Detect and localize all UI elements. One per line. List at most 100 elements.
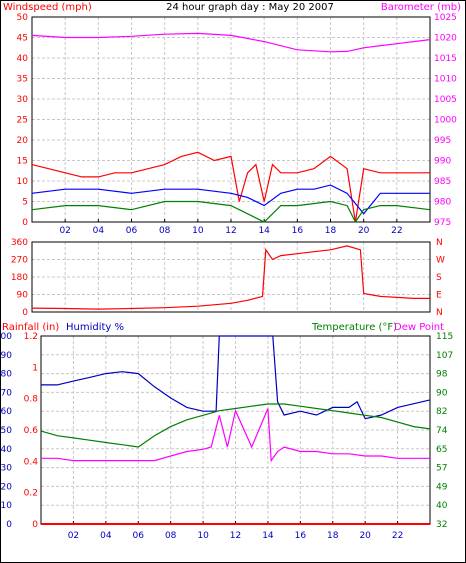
chart1-y-right-tick: 995 xyxy=(434,136,451,146)
chart2-series-direction xyxy=(31,245,430,310)
chart3-rain-tick: 0.6 xyxy=(24,426,39,436)
chart1-y-left-tick: 40 xyxy=(17,54,29,64)
chart3-temp-tick: 107 xyxy=(436,351,453,361)
chart2-y-left-tick: 360 xyxy=(11,238,28,248)
chart3-temp-tick: 82 xyxy=(436,407,447,417)
chart3-ylabel-dewpoint: Dew Point xyxy=(394,322,444,333)
chart3-x-tick: 02 xyxy=(68,531,79,541)
chart3-series-humidity xyxy=(41,335,431,420)
chart3-humidity-tick: 20 xyxy=(1,482,13,492)
chart1-y-right-tick: 1005 xyxy=(434,95,457,105)
chart3-humidity-tick: 10 xyxy=(1,501,13,511)
chart3-x-tick: 16 xyxy=(295,531,307,541)
chart1-y-right-tick: 1020 xyxy=(434,34,457,44)
chart2-y-right-tick: W xyxy=(436,256,445,266)
chart1-y-right-tick: 985 xyxy=(434,177,451,187)
chart1-y-right-tick: 1025 xyxy=(434,13,457,23)
chart1-y-left-tick: 15 xyxy=(17,157,28,167)
chart3-temp-tick: 98 xyxy=(436,370,448,380)
chart1-x-tick: 16 xyxy=(292,226,304,236)
chart3-humidity-tick: 0 xyxy=(6,520,12,530)
chart3-humidity-tick: 80 xyxy=(1,370,13,380)
chart3-temp-tick: 65 xyxy=(436,445,447,455)
chart1-y-right-tick: 1010 xyxy=(434,75,457,85)
chart1-y-left-tick: 35 xyxy=(17,75,28,85)
chart3-x-tick: 14 xyxy=(262,531,274,541)
chart3-rain-tick: 1 xyxy=(32,363,38,373)
chart3-x-tick: 22 xyxy=(392,531,403,541)
chart3-rain-tick: 1.2 xyxy=(24,332,38,342)
chart3-temp-tick: 90 xyxy=(436,388,448,398)
chart1-y-right-tick: 1015 xyxy=(434,54,457,64)
chart1-x-tick: 14 xyxy=(258,226,270,236)
chart1-y-right-tick: 990 xyxy=(434,157,451,167)
chart3-x-tick: 20 xyxy=(359,531,371,541)
chart3-temp-tick: 74 xyxy=(436,426,448,436)
chart3-x-tick: 08 xyxy=(165,531,177,541)
chart3-x-tick: 18 xyxy=(327,531,339,541)
chart1-series-wind xyxy=(31,200,431,224)
chart3-humidity-tick: 100 xyxy=(0,332,12,342)
chart1-y-left-tick: 30 xyxy=(17,95,29,105)
chart3-ylabel-rain: Rainfall (in) xyxy=(2,322,59,333)
chart3-ylabel-humidity: Humidity % xyxy=(66,322,124,333)
chart3-temp-tick: 115 xyxy=(436,332,453,342)
chart3-humidity-tick: 40 xyxy=(1,445,13,455)
chart2-y-left-tick: 180 xyxy=(11,273,28,283)
chart3-humidity-tick: 50 xyxy=(1,426,13,436)
chart2-y-right-tick: N xyxy=(436,238,443,248)
chart3-temp-tick: 40 xyxy=(436,501,448,511)
chart1-y-left-tick: 45 xyxy=(17,34,28,44)
chart3-rain-tick: 0.4 xyxy=(24,457,39,467)
chart1-ylabel-right: Barometer (mb) xyxy=(381,2,461,13)
chart2-plot-area xyxy=(31,241,431,313)
chart1-x-tick: 06 xyxy=(126,226,138,236)
chart3-humidity-tick: 30 xyxy=(1,464,13,474)
chart1-x-tick: 08 xyxy=(159,226,171,236)
chart1-series-avg xyxy=(31,184,430,215)
chart3-humidity-tick: 70 xyxy=(1,388,13,398)
chart2-y-left-tick: 0 xyxy=(22,308,28,318)
chart1-y-right-tick: 1000 xyxy=(434,116,457,126)
chart1-y-left-tick: 10 xyxy=(17,177,29,187)
chart1-x-tick: 02 xyxy=(59,226,70,236)
chart1-y-left-tick: 50 xyxy=(17,13,29,23)
chart3-rain-tick: 0.8 xyxy=(24,395,39,405)
chart1-title: 24 hour graph day : May 20 2007 xyxy=(166,2,334,13)
chart1-y-left-tick: 25 xyxy=(17,116,28,126)
chart3-x-tick: 12 xyxy=(230,531,241,541)
chart2-y-left-tick: 90 xyxy=(17,291,29,301)
chart3-x-tick: 04 xyxy=(100,531,112,541)
chart3-rain-tick: 0.2 xyxy=(24,489,38,499)
chart1-x-tick: 20 xyxy=(358,226,370,236)
chart1-ylabel-left: Windspeed (mph) xyxy=(3,2,92,13)
chart3-series-dewpoint xyxy=(41,408,430,463)
chart1-x-tick: 04 xyxy=(93,226,105,236)
chart1-y-left-tick: 20 xyxy=(17,136,29,146)
chart3-temp-tick: 32 xyxy=(436,520,447,530)
chart3-temp-tick: 57 xyxy=(436,464,447,474)
chart1-series-barometer xyxy=(31,32,431,53)
chart2-y-left-tick: 270 xyxy=(11,256,28,266)
chart3-x-tick: 06 xyxy=(133,531,145,541)
chart1-y-right-tick: 980 xyxy=(434,198,451,208)
chart3-humidity-tick: 90 xyxy=(1,351,13,361)
chart3-rain-tick: 0 xyxy=(32,520,38,530)
chart1-x-tick: 18 xyxy=(325,226,337,236)
chart1-x-tick: 10 xyxy=(192,226,204,236)
chart1-x-tick: 12 xyxy=(225,226,236,236)
chart2-y-right-tick: S xyxy=(436,273,442,283)
chart1-x-tick: 22 xyxy=(391,226,402,236)
chart1-series-gust xyxy=(31,151,430,223)
chart3-x-tick: 10 xyxy=(197,531,209,541)
chart3-temp-tick: 49 xyxy=(436,482,448,492)
chart2-y-right-tick: N xyxy=(436,308,443,318)
chart3-series-temperature xyxy=(40,403,431,448)
chart1-y-left-tick: 5 xyxy=(22,198,28,208)
chart1-y-right-tick: 975 xyxy=(434,218,451,228)
chart2-y-right-tick: E xyxy=(436,291,442,301)
chart1-y-left-tick: 0 xyxy=(22,218,28,228)
chart3-ylabel-temperature: Temperature (°F) xyxy=(311,322,397,333)
